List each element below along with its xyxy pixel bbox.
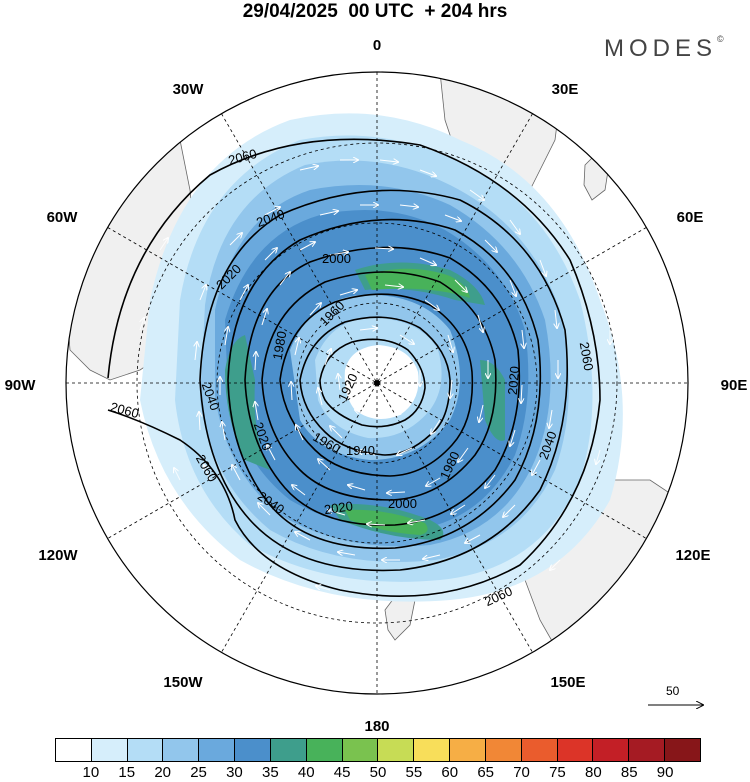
contour-label: 2020 <box>323 498 354 517</box>
colorbar-swatch <box>521 739 558 761</box>
colorbar-swatch <box>485 739 522 761</box>
contour-label: 2060 <box>109 399 141 421</box>
map-title: 29/04/2025 00 UTC + 204 hrs <box>242 1 508 22</box>
lon-label-60w: 60W <box>47 209 79 226</box>
colorbar-swatch <box>199 739 236 761</box>
lon-label-60e: 60E <box>677 209 704 226</box>
colorbar-swatch <box>629 739 666 761</box>
contour-label: 2000 <box>388 496 417 511</box>
wind-shading <box>140 113 623 602</box>
colorbar-swatch <box>378 739 415 761</box>
shade-core-white <box>344 345 419 419</box>
colorbar-swatch <box>665 739 700 761</box>
contour-label: 2060 <box>577 341 597 372</box>
map-disk <box>66 72 688 694</box>
colorbar-swatch <box>56 739 92 761</box>
colorbar-tick-label: 75 <box>549 764 566 781</box>
colorbar <box>55 738 701 762</box>
contour-label: 1980 <box>270 330 290 361</box>
wind-vectors <box>139 160 610 591</box>
colorbar-tick-label: 15 <box>118 764 136 781</box>
colorbar-tick-label: 65 <box>477 764 494 781</box>
logo-mark: © <box>717 34 724 44</box>
colorbar-swatch <box>127 739 164 761</box>
shade-35-east <box>480 360 505 441</box>
contour-1940 <box>299 316 451 456</box>
contour-2020 <box>227 218 542 550</box>
contour-label: 2060 <box>227 146 259 168</box>
colorbar-swatch <box>91 739 128 761</box>
contour-1980 <box>261 271 497 501</box>
lon-label-150w: 150W <box>163 674 203 691</box>
contour-2040 <box>199 189 569 572</box>
lon-label-30w: 30W <box>173 81 205 98</box>
colorbar-tick-label: 85 <box>620 764 638 781</box>
colorbar-swatch <box>163 739 200 761</box>
contour-label: 2000 <box>322 251 351 266</box>
contour-2060 <box>107 138 601 597</box>
lon-label-180: 180 <box>364 718 389 735</box>
lon-label-120e: 120E <box>675 547 710 564</box>
colorbar-swatch <box>450 739 486 761</box>
colorbar-swatch <box>235 739 271 761</box>
height-contours <box>107 138 601 597</box>
longitude-labels: 0 30E 60E 90E 120E 150E 180 150W 120W 90… <box>5 37 748 735</box>
contour-1960 <box>279 293 474 477</box>
lon-label-90e: 90E <box>721 377 748 394</box>
colorbar-tick-label: 55 <box>405 764 423 781</box>
colorbar-tick-label: 25 <box>190 764 207 781</box>
modes-logo: MODES© <box>604 34 724 63</box>
colorbar-swatch <box>270 739 307 761</box>
contour-label: 2020 <box>505 365 522 395</box>
lon-label-150e: 150E <box>550 674 585 691</box>
logo-text: MODES <box>604 35 718 62</box>
contour-2000 <box>244 246 521 527</box>
colorbar-tick-label: 40 <box>297 764 315 781</box>
colorbar-tick-label: 10 <box>82 764 100 781</box>
colorbar-swatch <box>593 739 630 761</box>
south-pole-marker <box>374 380 380 386</box>
colorbar-labels: 10 15 20 25 30 35 40 45 50 55 60 65 70 75 80 85 90 <box>55 764 701 782</box>
contour-1920 <box>319 338 426 428</box>
colorbar-tick-label: 90 <box>656 764 674 781</box>
polar-map: 2060 2040 2020 2000 1960 1980 1920 1940 … <box>5 37 748 735</box>
map-boundary <box>65 71 689 695</box>
lon-label-90w: 90W <box>5 377 37 394</box>
colorbar-tick-label: 35 <box>261 764 279 781</box>
colorbar-swatch <box>414 739 451 761</box>
colorbar-tick-label: 20 <box>154 764 171 781</box>
reference-vector-label: 50 <box>666 684 680 698</box>
colorbar-swatch <box>342 739 379 761</box>
shade-40-north <box>365 268 470 298</box>
colorbar-tick-label: 60 <box>441 764 459 781</box>
colorbar-swatch <box>306 739 343 761</box>
graticule <box>66 72 688 694</box>
shade-40-south <box>345 509 428 535</box>
colorbar-tick-label: 50 <box>369 764 387 781</box>
colorbar-swatch <box>557 739 594 761</box>
colorbar-tick-label: 80 <box>584 764 602 781</box>
lon-label-120w: 120W <box>38 547 78 564</box>
lon-label-0: 0 <box>373 37 381 54</box>
contour-label: 1940 <box>346 443 375 458</box>
colorbar-tick-label: 45 <box>333 764 351 781</box>
colorbar-tick-label: 30 <box>226 764 243 781</box>
lon-label-30e: 30E <box>552 81 579 98</box>
colorbar-tick-label: 70 <box>513 764 530 781</box>
